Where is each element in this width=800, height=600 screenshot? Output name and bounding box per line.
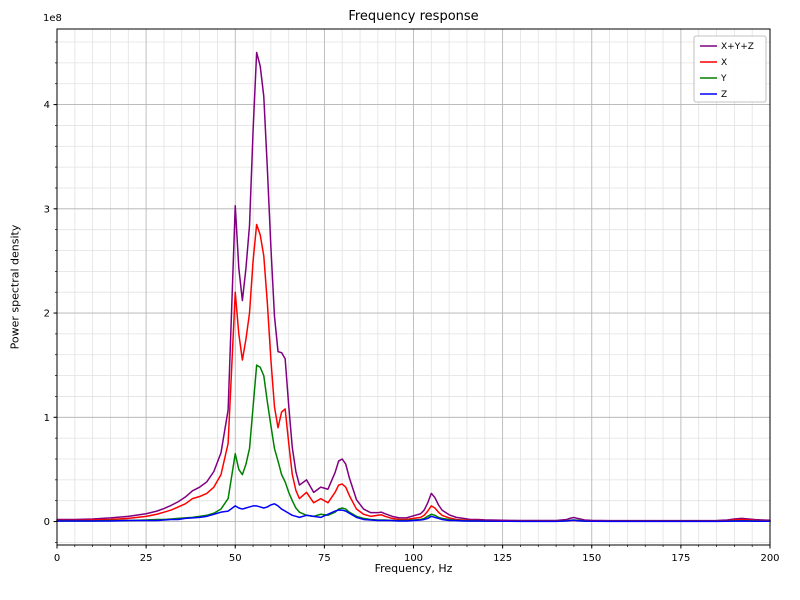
y-tick-label: 0 xyxy=(44,517,50,528)
y-tick-label: 3 xyxy=(44,204,50,215)
x-tick-label: 175 xyxy=(671,553,690,564)
x-axis-label: Frequency, Hz xyxy=(374,562,453,575)
legend-label: Y xyxy=(720,74,727,84)
legend-label: X+Y+Z xyxy=(721,42,754,52)
x-tick-label: 150 xyxy=(582,553,601,564)
x-tick-label: 200 xyxy=(760,553,779,564)
series-line-Z xyxy=(56,503,771,523)
x-tick-label: 75 xyxy=(318,553,331,564)
legend-box xyxy=(693,35,767,103)
x-tick-label: 0 xyxy=(54,553,60,564)
series-line-X+Y+Z xyxy=(56,51,771,522)
legend-label: Z xyxy=(721,90,727,100)
x-tick-label: 125 xyxy=(493,553,512,564)
y-tick-label: 2 xyxy=(44,309,50,320)
chart-title: Frequency response xyxy=(348,9,479,24)
legend-label: X xyxy=(721,58,727,68)
x-tick-label: 25 xyxy=(140,553,153,564)
x-tick-label: 100 xyxy=(404,553,423,564)
y-axis-offset-text: 1e8 xyxy=(43,13,62,24)
y-axis-label: Power spectral density xyxy=(8,224,22,350)
x-tick-label: 50 xyxy=(229,553,242,564)
y-tick-label: 1 xyxy=(44,413,50,424)
y-tick-label: 4 xyxy=(44,100,50,111)
